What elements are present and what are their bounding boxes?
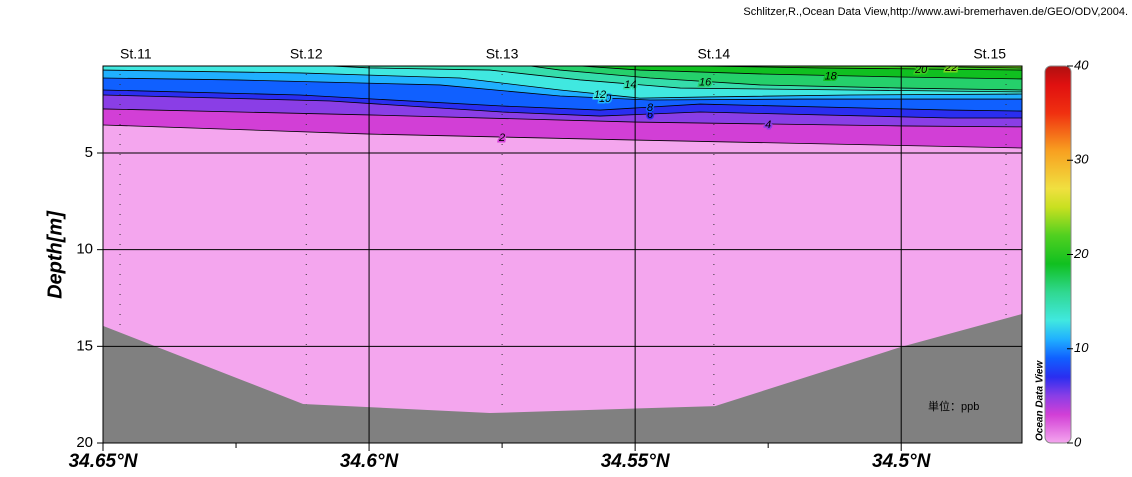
- y-axis-label: Depth[m]: [44, 210, 66, 299]
- contour-label: 6: [647, 109, 654, 121]
- contour-label: 18: [825, 70, 838, 82]
- contour-line: [103, 77, 1022, 101]
- x-tick-label: 34.5°N: [872, 451, 932, 472]
- x-tick-label: 34.55°N: [601, 451, 671, 472]
- contour-label: 22: [944, 62, 957, 74]
- colorbar-tick-label: 0: [1074, 434, 1082, 449]
- contour-line: [103, 69, 1022, 99]
- x-tick-label: 34.6°N: [340, 451, 400, 472]
- contour-label: 14: [624, 79, 636, 91]
- colorbar-tick-label: 30: [1074, 152, 1089, 167]
- y-tick-label: 5: [85, 144, 93, 161]
- unit-label: 単位：ppb: [928, 399, 979, 413]
- contour-line: [103, 124, 1022, 149]
- x-tick-label: 34.65°N: [69, 451, 139, 472]
- contour-label: 12: [594, 89, 606, 101]
- colorbar-tick-label: 10: [1074, 340, 1089, 355]
- colorbar-tick-label: 20: [1073, 246, 1089, 261]
- contour-line: [103, 89, 1022, 112]
- contour-line: [580, 66, 1022, 80]
- plot-frame: [102, 65, 1023, 444]
- contour-line: [530, 66, 1022, 91]
- credit: Schlitzer,R.,Ocean Data View,http://www.…: [743, 6, 1128, 18]
- station-label: St.15: [973, 46, 1006, 62]
- contour-line: [330, 66, 1022, 93]
- contour-label: 4: [765, 119, 771, 131]
- colorbar-tick-label: 40: [1074, 57, 1089, 72]
- contour-line: [700, 66, 1022, 71]
- station-label: St.11: [120, 46, 152, 62]
- y-tick-label: 15: [76, 337, 93, 354]
- station-label: St.13: [486, 46, 519, 62]
- contour-label: 16: [699, 76, 712, 88]
- contour-label: 2: [498, 132, 505, 144]
- station-label: St.12: [290, 46, 323, 62]
- station-label: St.14: [698, 46, 731, 62]
- contour-line: [103, 94, 1022, 119]
- contour-label: 20: [914, 64, 928, 76]
- contour-label: 8: [647, 102, 654, 114]
- watermark: Ocean Data View: [1035, 360, 1046, 441]
- overlay: [97, 65, 1023, 451]
- y-tick-label: 20: [76, 434, 93, 451]
- sea-bottom: [103, 314, 1022, 443]
- y-tick-label: 10: [76, 241, 93, 258]
